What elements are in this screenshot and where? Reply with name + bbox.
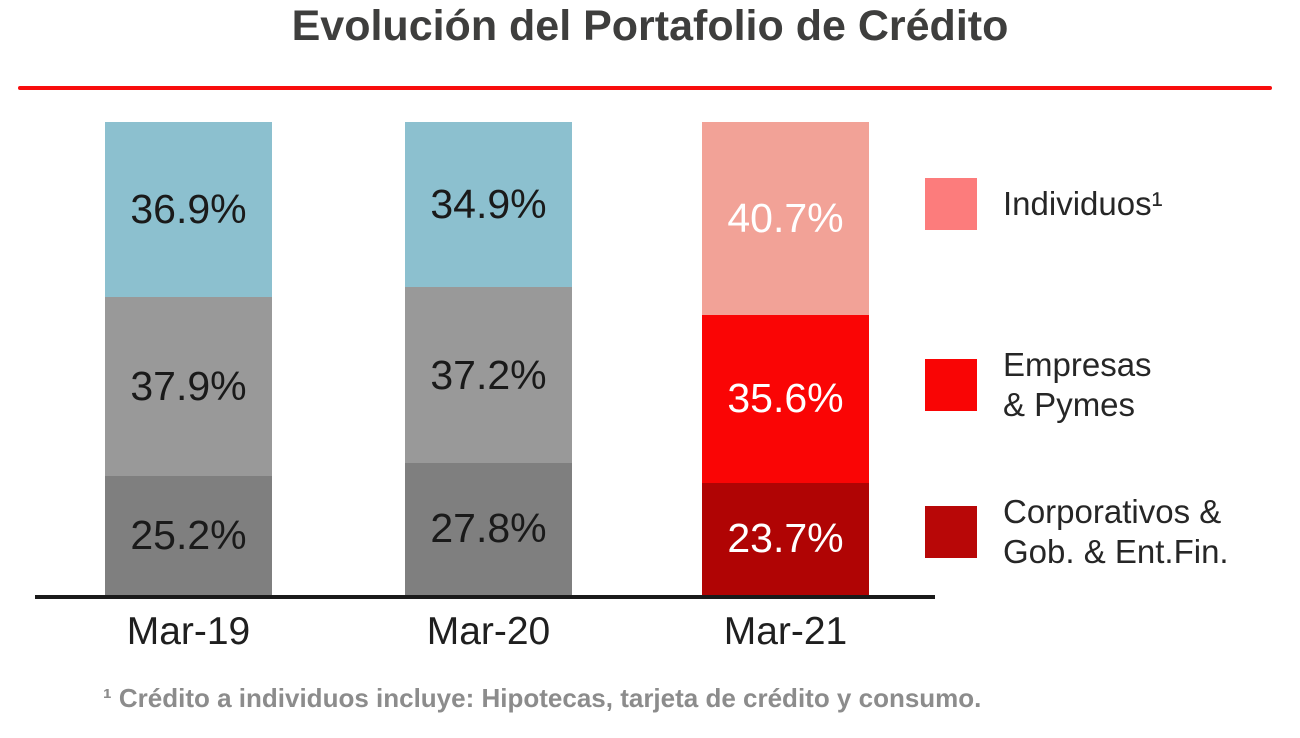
- legend-item: Empresas & Pymes: [925, 345, 1152, 425]
- segment-value-label: 27.8%: [430, 505, 547, 552]
- bar-segment: 25.2%: [105, 475, 272, 595]
- legend-item: Individuos¹: [925, 178, 1163, 230]
- title-rule: [18, 86, 1272, 90]
- legend-color-swatch: [925, 359, 977, 411]
- bar-segment: 36.9%: [105, 122, 272, 297]
- legend-label: Empresas & Pymes: [1003, 346, 1152, 423]
- x-tick-label: Mar-19: [126, 610, 251, 653]
- footnote: ¹ Crédito a individuos incluye: Hipoteca…: [103, 683, 982, 713]
- chart-title: Evolución del Portafolio de Crédito: [291, 2, 1009, 50]
- bar-segment: 40.7%: [702, 122, 869, 315]
- bar: 36.9% 37.9% 25.2%: [105, 122, 272, 595]
- segment-value-label: 25.2%: [130, 511, 247, 558]
- segment-value-label: 35.6%: [727, 375, 844, 422]
- segment-value-label: 34.9%: [430, 181, 547, 228]
- legend-color-swatch: [925, 178, 977, 230]
- segment-value-label: 37.2%: [430, 351, 547, 398]
- segment-value-label: 37.9%: [130, 362, 247, 409]
- segment-value-label: 23.7%: [727, 515, 844, 562]
- x-tick-label: Mar-21: [723, 610, 848, 653]
- legend-item: Corporativos & Gob. & Ent.Fin.: [925, 492, 1229, 572]
- legend-color-swatch: [925, 506, 977, 558]
- bar: 34.9% 37.2% 27.8%: [405, 122, 572, 595]
- x-axis-line: [35, 595, 935, 599]
- legend-label: Individuos¹: [1003, 185, 1163, 222]
- bar-segment: 27.8%: [405, 463, 572, 595]
- segment-value-label: 36.9%: [130, 185, 247, 232]
- bar-segment: 35.6%: [702, 314, 869, 483]
- bar-segment: 37.9%: [105, 296, 272, 476]
- bar-segment: 37.2%: [405, 287, 572, 464]
- x-tick-label: Mar-20: [426, 610, 551, 653]
- legend-label: Corporativos & Gob. & Ent.Fin.: [1003, 493, 1229, 570]
- bar-segment: 23.7%: [702, 482, 869, 595]
- bar-segment: 34.9%: [405, 122, 572, 288]
- segment-value-label: 40.7%: [727, 194, 844, 241]
- bar: 40.7% 35.6% 23.7%: [702, 122, 869, 595]
